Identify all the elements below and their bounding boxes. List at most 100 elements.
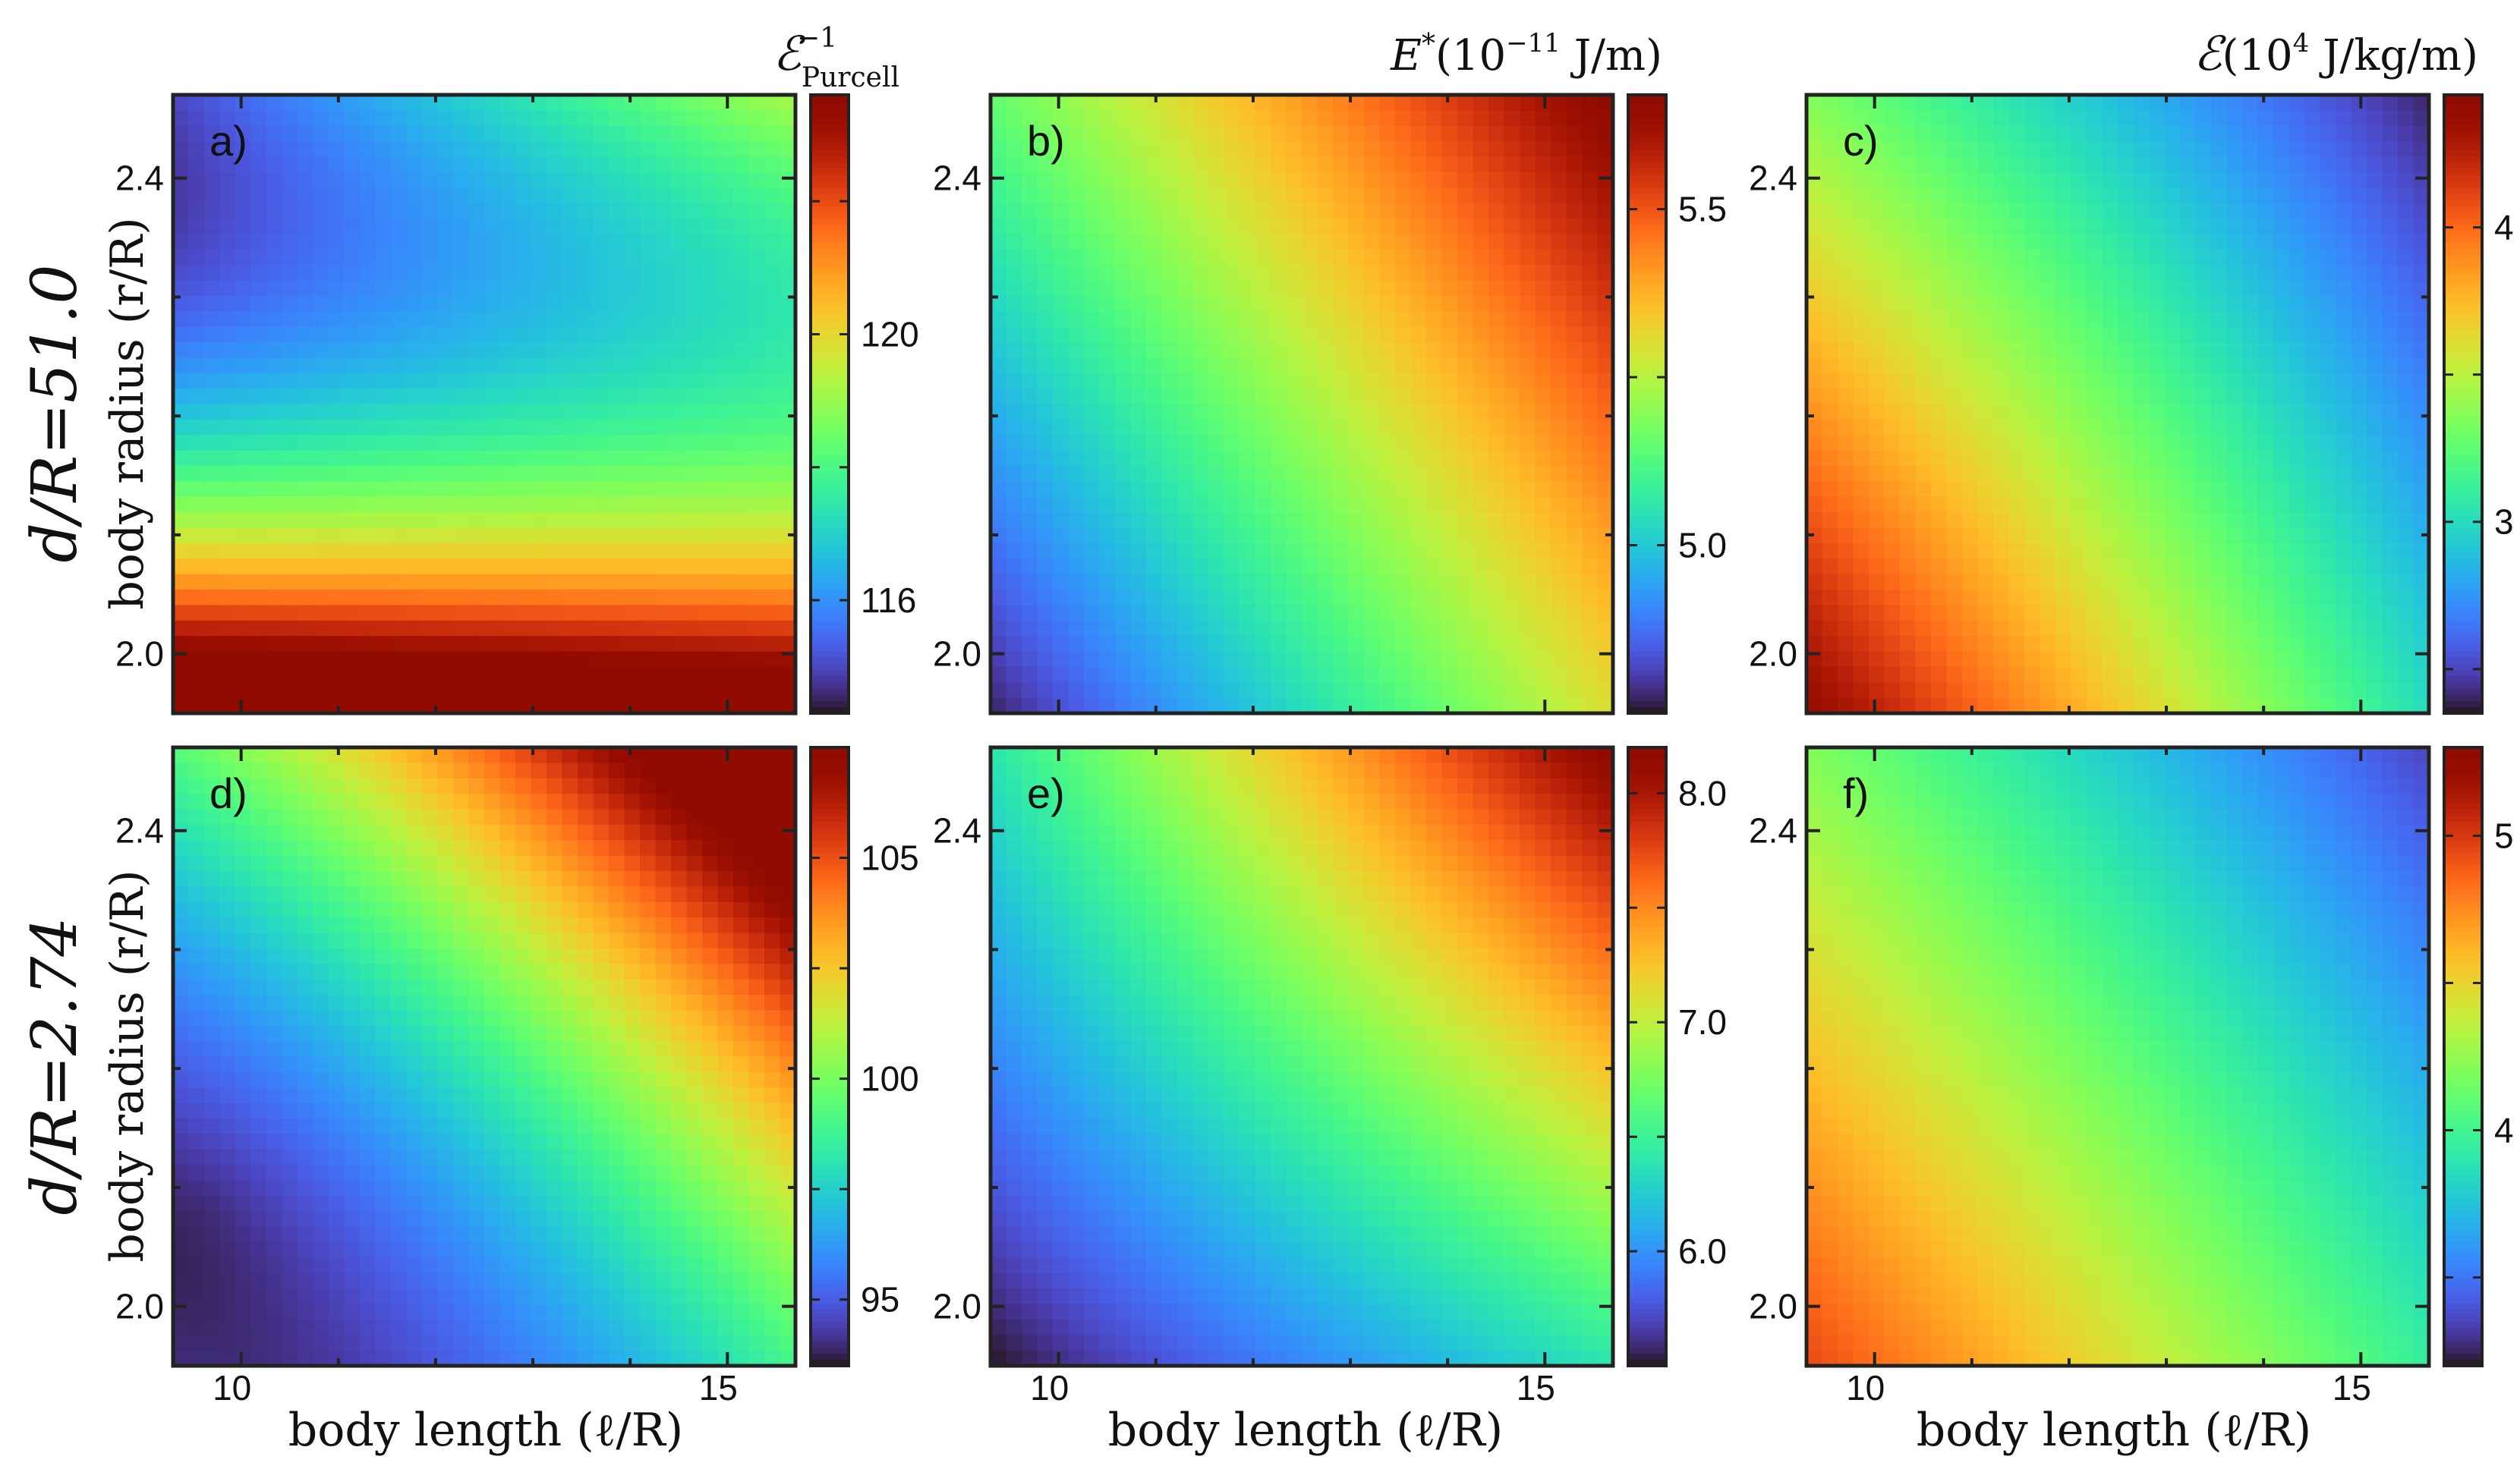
heatmap-cell [1807,234,1823,250]
heatmap-cell [499,326,516,343]
heatmap-cell [991,466,1007,483]
heatmap-cell [1869,203,1885,219]
heatmap-cell [515,404,532,420]
heatmap-cell [1161,141,1178,158]
heatmap-cell [188,651,205,668]
heatmap-cell [1022,326,1038,343]
heatmap-cell [2351,636,2367,653]
heatmap-cell [1993,419,2010,436]
heatmap-cell [2336,543,2352,560]
heatmap-cell [1853,512,1870,529]
heatmap-cell [2257,620,2274,637]
heatmap-cell [1192,404,1209,420]
heatmap-cell [593,466,610,483]
heatmap-cell [562,404,578,420]
heatmap-cell [1915,466,1932,483]
heatmap-cell [2195,651,2212,668]
heatmap-cell [1457,590,1474,606]
heatmap-cell [717,95,734,112]
heatmap-cell [1520,311,1536,328]
heatmap-cell [2288,496,2305,513]
heatmap-cell [375,295,392,313]
heatmap-cell [329,651,345,668]
heatmap-cell [2398,219,2414,235]
heatmap-cell [1286,574,1303,590]
heatmap-cell [2226,265,2243,282]
heatmap-cell [2257,404,2274,420]
heatmap-cell [391,574,408,590]
heatmap-cell [1333,388,1350,405]
heatmap-cell [2195,125,2212,142]
heatmap-cell [515,636,532,653]
heatmap-cell [1807,666,1823,684]
heatmap-cell [1566,110,1583,127]
heatmap-cell [1333,234,1350,250]
heatmap-cell [1006,496,1022,513]
heatmap-cell [1977,373,1994,389]
heatmap-cell [1977,651,1994,668]
heatmap-cell [484,636,501,653]
heatmap-cell [578,203,594,219]
heatmap-cell [1504,141,1520,158]
heatmap-cell [1807,171,1823,189]
heatmap-cell [344,234,361,250]
heatmap-cell [422,496,439,513]
heatmap-cell [780,373,796,389]
heatmap-cell [1900,404,1917,420]
heatmap-cell [1869,373,1885,389]
colorbar-segment [1628,502,1666,510]
heatmap-cell [2195,326,2212,343]
heatmap-cell [235,682,252,699]
heatmap-cell [578,435,594,451]
heatmap-cell [1946,95,1963,112]
heatmap-cell [1915,590,1932,606]
heatmap-cell [2211,512,2228,529]
heatmap-cell [655,249,672,266]
heatmap-cell [2304,187,2321,204]
heatmap-cell [1099,466,1116,483]
heatmap-cell [1520,265,1536,282]
heatmap-cell [1441,481,1458,498]
heatmap-cell [2242,203,2259,219]
heatmap-cell [2164,543,2181,560]
heatmap-cell [1441,651,1458,668]
heatmap-cell [1177,141,1194,158]
heatmap-cell [422,373,439,389]
heatmap-cell [1946,636,1963,653]
heatmap-cell [1099,574,1116,590]
heatmap-cell [360,481,376,498]
heatmap-cell [1053,249,1069,266]
colorbar-segment [1628,441,1666,448]
heatmap-cell [2149,558,2166,575]
heatmap-cell [748,388,765,405]
heatmap-cell [1084,682,1101,699]
heatmap-cell [1504,95,1520,112]
heatmap-cell [235,95,252,112]
heatmap-cell [235,558,252,575]
heatmap-cell [1130,357,1147,374]
heatmap-cell [1022,219,1038,235]
heatmap-cell [2040,527,2056,544]
heatmap-cell [2118,543,2134,560]
heatmap-cell [499,125,516,142]
heatmap-cell [1348,326,1365,343]
heatmap-cell [1302,110,1318,127]
heatmap-cell [1977,265,1994,282]
heatmap-cell [624,357,641,374]
heatmap-cell [2398,543,2414,560]
heatmap-cell [2024,203,2041,219]
heatmap-cell [1177,326,1194,343]
heatmap-cell [1084,249,1101,266]
heatmap-cell [1068,141,1085,158]
heatmap-cell [1286,620,1303,637]
heatmap-cell [2257,419,2274,436]
heatmap-cell [422,141,439,158]
heatmap-cell [329,636,345,653]
heatmap-cell [1441,590,1458,606]
heatmap-cell [1271,605,1287,621]
colorbar-segment [811,539,849,547]
heatmap-cell [2288,219,2305,235]
heatmap-cell [1473,295,1489,313]
heatmap-cell [1807,419,1823,436]
colorbar-segment [811,614,849,621]
